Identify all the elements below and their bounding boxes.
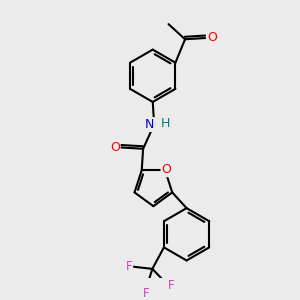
- Text: O: O: [161, 163, 171, 176]
- Text: O: O: [110, 141, 120, 154]
- Text: F: F: [126, 260, 132, 273]
- Text: F: F: [168, 280, 174, 292]
- Text: F: F: [143, 286, 150, 300]
- Text: O: O: [207, 32, 217, 44]
- Text: H: H: [160, 117, 170, 130]
- Text: N: N: [145, 118, 154, 131]
